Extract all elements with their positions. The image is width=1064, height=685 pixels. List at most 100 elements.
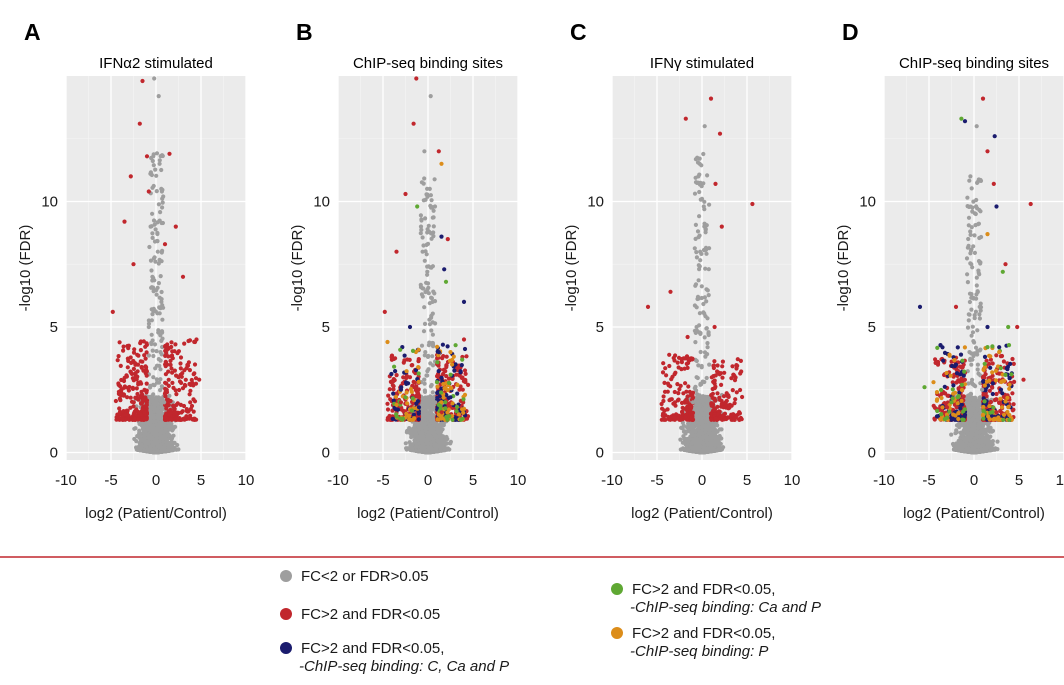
gray-point	[151, 392, 156, 397]
gray-point	[147, 439, 152, 444]
red-point	[122, 219, 127, 224]
gray-point	[149, 268, 154, 273]
orange-point	[448, 350, 453, 355]
gray-point	[422, 321, 428, 326]
red-point	[139, 381, 144, 386]
gray-point	[438, 425, 443, 430]
red-point	[121, 393, 126, 398]
y-axis-label: -log10 (FDR)	[17, 225, 34, 312]
x-axis-label: log2 (Patient/Control)	[357, 505, 499, 522]
gray-point	[427, 229, 432, 234]
red-point	[139, 401, 144, 406]
gray-point	[444, 434, 449, 440]
y-tick-label: 0	[322, 444, 330, 461]
navy-point	[402, 353, 407, 358]
y-tick-label: 5	[50, 319, 58, 336]
gray-point	[438, 445, 443, 450]
gray-point	[158, 367, 163, 372]
gray-point	[160, 205, 165, 210]
gray-point	[148, 449, 153, 454]
red-point	[394, 373, 399, 378]
gray-point	[153, 167, 158, 172]
red-point	[115, 358, 120, 363]
gray-point	[431, 208, 436, 213]
green-point	[403, 395, 408, 400]
gray-point	[152, 239, 158, 244]
major-gridlines	[337, 76, 519, 460]
gray-point	[420, 235, 425, 240]
red-point	[440, 356, 445, 361]
gray-point	[158, 436, 163, 441]
red-point	[138, 348, 143, 353]
red-point	[462, 368, 468, 373]
red-point	[144, 369, 149, 374]
points	[645, 96, 755, 455]
red-point	[168, 417, 174, 422]
red-point	[162, 391, 168, 396]
gray-point	[426, 343, 431, 348]
gray-point	[137, 428, 142, 433]
gray-point	[152, 450, 157, 455]
orange-point	[407, 417, 412, 422]
red-point	[122, 384, 127, 389]
gray-point	[148, 414, 153, 419]
red-point	[139, 364, 144, 370]
red-point	[132, 416, 137, 421]
red-point	[144, 341, 149, 346]
navy-point	[393, 369, 398, 374]
orange-point	[449, 386, 454, 391]
red-point	[166, 354, 171, 359]
red-point	[134, 407, 139, 412]
x-tick-label: 10	[238, 472, 255, 489]
gray-point	[153, 227, 158, 232]
red-point	[400, 381, 405, 386]
gray-point	[403, 441, 408, 446]
red-point	[144, 402, 149, 408]
gray-point	[152, 278, 157, 283]
red-point	[144, 154, 150, 159]
red-point	[398, 400, 404, 405]
red-point	[118, 384, 123, 389]
gray-point	[141, 433, 146, 438]
gray-point	[154, 151, 160, 156]
red-point	[177, 387, 182, 393]
gray-point	[159, 429, 165, 434]
red-point	[188, 388, 193, 393]
red-point	[187, 392, 192, 397]
red-point	[413, 394, 418, 399]
gray-point	[414, 444, 419, 449]
red-point	[114, 415, 119, 420]
green-point	[410, 348, 416, 353]
gray-point	[422, 176, 427, 181]
gray-point	[156, 94, 161, 99]
gray-point	[158, 358, 163, 363]
red-point	[116, 354, 121, 359]
red-point	[120, 409, 125, 414]
red-point	[144, 381, 149, 386]
green-point	[454, 409, 459, 414]
gray-point	[150, 185, 155, 190]
red-point	[162, 242, 168, 247]
gray-point	[154, 173, 159, 178]
gray-point	[425, 412, 430, 417]
orange-point	[447, 358, 453, 363]
gray-point	[152, 383, 157, 388]
gray-point	[430, 311, 435, 316]
red-point	[177, 379, 183, 384]
gray-point	[424, 401, 429, 406]
gray-point	[441, 423, 446, 428]
green-point	[447, 414, 452, 419]
gray-point	[409, 444, 414, 450]
red-point	[391, 378, 396, 384]
gray-point	[144, 425, 150, 430]
red-point	[441, 371, 446, 377]
gray-point	[429, 328, 434, 333]
red-point	[110, 309, 115, 314]
red-point	[180, 274, 186, 279]
red-point	[192, 417, 197, 422]
red-point	[170, 380, 175, 385]
red-point	[191, 409, 196, 414]
y-tick-label: 10	[313, 193, 330, 210]
red-point	[169, 340, 174, 345]
orange-point	[405, 401, 410, 406]
